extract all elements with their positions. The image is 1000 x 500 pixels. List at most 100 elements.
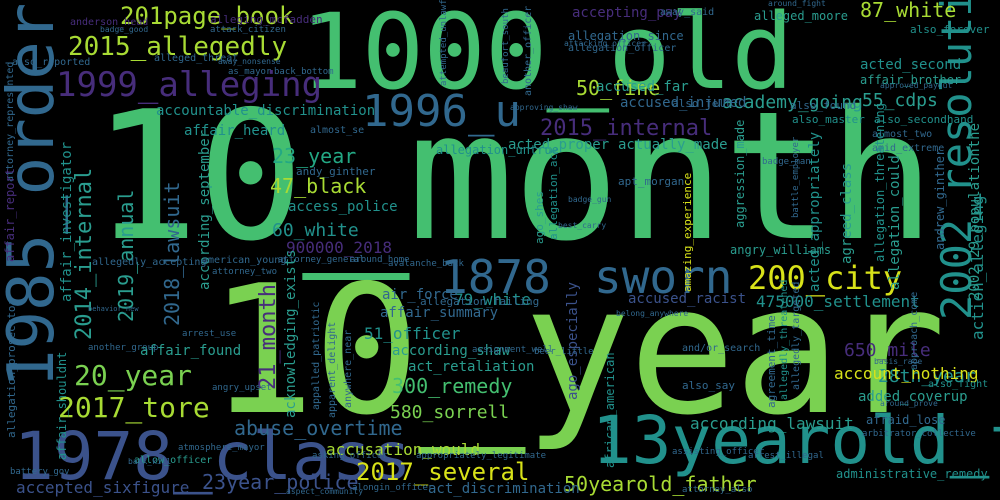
word: 10_year: [208, 247, 946, 454]
word: allow_officer: [134, 455, 213, 466]
word: also_secondhand: [874, 113, 974, 126]
word: according_lawsuit: [690, 414, 854, 433]
word: appropriately_legitimate: [416, 451, 547, 461]
word: attempted_unlawful: [439, 0, 449, 86]
word: 13yearold_tyre: [592, 402, 1000, 479]
word: around_home: [350, 255, 410, 265]
word: allegation_prosecutor: [5, 298, 18, 438]
word: accused_far: [596, 79, 689, 95]
word: agreement_time: [765, 315, 778, 408]
word: american_young: [202, 255, 287, 266]
word: avalanche_back: [388, 259, 464, 269]
word: around_prove: [880, 399, 938, 408]
word: appalled_patriotic: [311, 301, 322, 410]
word: 200_city: [748, 259, 903, 297]
word: ago_especially: [565, 281, 581, 400]
word: also_found: [790, 99, 857, 112]
word: act_retaliation: [408, 359, 535, 375]
word: alleged_threat: [154, 53, 239, 64]
word: attacking_officer: [564, 39, 646, 48]
word: apparent_delight: [327, 321, 338, 418]
word: 79_white: [454, 290, 532, 309]
word: affair_report: [3, 168, 17, 262]
word: sworn: [594, 250, 733, 304]
word: 580_sorrell: [390, 402, 510, 423]
word: apt_morgan: [618, 175, 685, 188]
word: badge_gun: [568, 195, 612, 204]
word: approved_payout: [880, 81, 953, 90]
word: agreed_class: [839, 162, 855, 264]
word: best_carry: [558, 221, 607, 230]
word: 2002_29_populationthe: [967, 122, 983, 300]
word: beaufort_south: [501, 8, 511, 84]
word: 1978_class: [14, 418, 412, 495]
word: as_mayor: [228, 67, 272, 77]
word: 1000_old: [300, 0, 794, 113]
word: assignment_well: [472, 345, 554, 355]
word: allegedly_targeted: [791, 281, 802, 390]
word: alleging_mcfadden: [210, 13, 323, 26]
word: anywhere_near: [343, 329, 354, 408]
word: also_felt: [672, 97, 732, 110]
word: accepting_pay: [572, 5, 682, 21]
word: another_group: [88, 343, 159, 353]
word: attorney_also: [682, 485, 753, 495]
word: aggression_made: [733, 119, 747, 228]
word: behavior_new: [88, 305, 139, 313]
word: actually_made: [618, 137, 728, 153]
word: angry_upset: [212, 383, 272, 393]
word: 60_white: [272, 220, 359, 241]
word: also_fight: [928, 379, 989, 390]
word: allegedly_threatened: [779, 279, 790, 400]
word: acted_proper: [508, 137, 610, 153]
word: acted_appropriately: [807, 131, 823, 292]
word: affair_summary: [380, 305, 499, 321]
word: afraid_lose: [866, 413, 946, 427]
word: anderson_head: [70, 17, 149, 28]
word: attack_citizen: [210, 25, 286, 35]
word: 2018_lawsuit: [160, 181, 184, 327]
word: belong_anywhere: [616, 309, 689, 318]
word: access_police: [288, 199, 398, 215]
word: andrew_ginther: [933, 148, 947, 250]
word: academy_going: [722, 92, 863, 113]
word: beer_little: [534, 347, 594, 357]
word: 201page_book: [120, 2, 294, 30]
word: allegedly_accepting: [92, 257, 207, 268]
word: battle_employer: [791, 136, 801, 218]
word: 1999_alleging: [56, 65, 323, 105]
word: accused_injured: [620, 95, 747, 111]
word: approving_shaw: [510, 103, 578, 112]
word: 300_remedy: [392, 374, 513, 398]
word: away_said: [660, 7, 715, 18]
word: also_reported: [12, 57, 91, 68]
word: amazing_experience: [681, 172, 694, 292]
word: air_force: [382, 287, 458, 303]
word: arrest_use: [182, 329, 237, 339]
word: also_say: [682, 379, 735, 392]
word: aspect_community: [286, 487, 364, 496]
word: added_coverup: [858, 389, 968, 405]
word: back_bottom: [274, 67, 334, 77]
word: accused_racist: [628, 291, 747, 307]
word: act_discrimination: [428, 481, 580, 497]
word: 47_black: [270, 174, 367, 198]
word: affair_shouldnt: [55, 351, 69, 460]
word: asking_officer: [312, 451, 388, 461]
word: attorney_general: [278, 255, 365, 265]
word: 1996_u: [362, 86, 521, 137]
word: 50_fine: [576, 76, 661, 100]
word: acknowledging_exists: [283, 249, 299, 418]
word: affair_found: [140, 343, 242, 359]
word: allegation_since: [568, 29, 684, 43]
word: affair_brother: [860, 73, 962, 87]
word: 900000_2018: [286, 238, 392, 257]
word: around_fight: [768, 0, 826, 8]
word: 2019_annual: [114, 189, 138, 322]
word: accusation_would: [326, 440, 481, 459]
word: account_nothing: [834, 364, 979, 383]
word: away_nonsense: [218, 57, 281, 66]
word: administrative_remedy: [836, 467, 988, 481]
word: 55_cdps: [862, 90, 938, 111]
